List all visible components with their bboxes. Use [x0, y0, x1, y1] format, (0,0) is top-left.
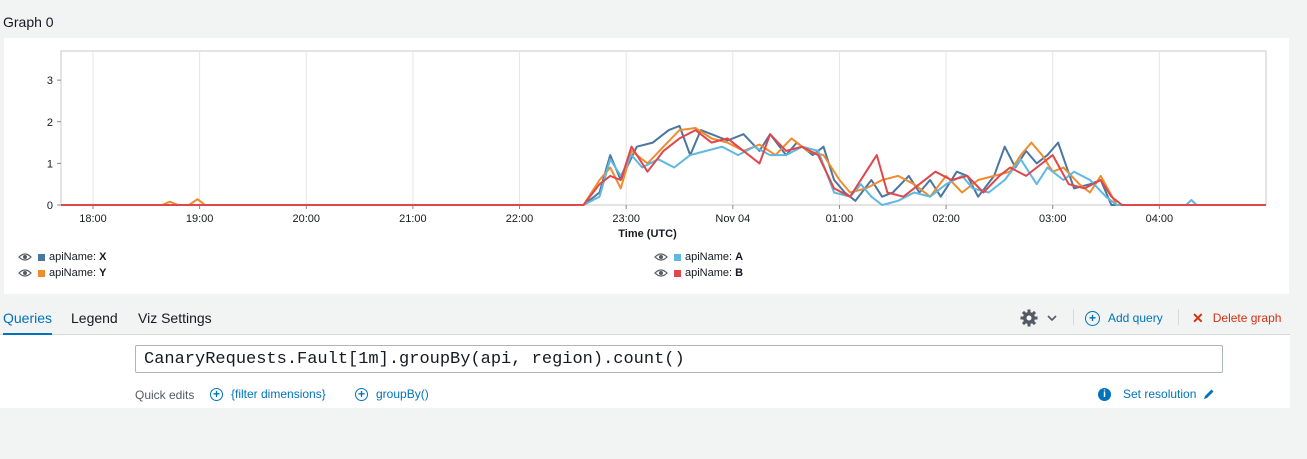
series-line-b: [61, 129, 1266, 206]
x-tick-label: 23:00: [612, 213, 640, 225]
pencil-icon: [1204, 389, 1214, 399]
y-tick-label: 0: [47, 200, 53, 212]
tab-viz-settings[interactable]: Viz Settings: [138, 310, 212, 326]
add-query-label: Add query: [1108, 311, 1163, 325]
legend-item-x[interactable]: apiName: X: [18, 249, 106, 265]
set-resolution-button[interactable]: i Set resolution: [1098, 387, 1215, 401]
x-tick-label: 03:00: [1039, 213, 1067, 225]
add-circle-icon: +: [1085, 310, 1100, 326]
toolbar-divider: [1178, 309, 1179, 325]
add-circle-icon: +: [210, 387, 223, 401]
add-circle-icon: +: [355, 387, 368, 401]
legend-key: apiName:: [49, 267, 97, 279]
eye-icon[interactable]: [18, 252, 32, 262]
x-tick-label: 18:00: [79, 213, 107, 225]
x-tick-label: 19:00: [186, 213, 214, 225]
set-resolution-label: Set resolution: [1123, 387, 1197, 401]
plot-frame: [60, 50, 1267, 206]
filter-dimensions-button[interactable]: + {filter dimensions}: [210, 387, 326, 401]
legend-item-b[interactable]: apiName: B: [654, 265, 743, 281]
chevron-down-icon[interactable]: [1046, 312, 1058, 324]
tab-bar: Queries Legend Viz Settings: [0, 300, 1290, 335]
series-line-a: [61, 145, 1266, 206]
x-tick-label: 22:00: [506, 213, 534, 225]
group-by-button[interactable]: + groupBy(): [355, 387, 429, 401]
y-tick-label: 3: [47, 75, 53, 87]
legend-item-a[interactable]: apiName: A: [654, 249, 743, 265]
filter-dimensions-label: {filter dimensions}: [231, 387, 326, 401]
x-tick-label: 20:00: [292, 213, 320, 225]
x-axis-label: Time (UTC): [618, 228, 677, 240]
tab-legend[interactable]: Legend: [71, 310, 118, 326]
tab-queries[interactable]: Queries: [3, 310, 53, 335]
eye-icon[interactable]: [654, 252, 668, 262]
legend-item-y[interactable]: apiName: Y: [18, 265, 106, 281]
x-tick-label: 21:00: [399, 213, 427, 225]
toolbar-divider: [1073, 309, 1074, 325]
settings-menu[interactable]: [1019, 308, 1058, 328]
gear-icon[interactable]: [1019, 308, 1039, 328]
x-tick-label: Nov 04: [715, 213, 750, 225]
legend-value: B: [735, 267, 744, 279]
x-tick-label: 04:00: [1146, 213, 1174, 225]
info-icon: i: [1098, 387, 1111, 401]
quick-edits-label: Quick edits: [135, 388, 195, 402]
line-chart: 18:00 19:00 20:00 21:00 22:00 23:00 Nov 04 01:0…: [47, 50, 1267, 240]
group-by-label: groupBy(): [376, 387, 429, 401]
legend-swatch: [674, 269, 681, 277]
legend-key: apiName:: [49, 251, 97, 263]
legend-value: A: [735, 251, 744, 263]
legend-swatch: [674, 253, 681, 261]
delete-graph-button[interactable]: ✕ Delete graph: [1192, 308, 1281, 328]
legend-value: X: [99, 251, 107, 263]
graph-title: Graph 0: [3, 14, 54, 30]
close-icon: ✕: [1192, 309, 1204, 326]
series-line-x: [61, 124, 1266, 206]
query-input[interactable]: CanaryRequests.Fault[1m].groupBy(api, re…: [135, 345, 1223, 373]
y-tick-label: 1: [47, 158, 53, 170]
legend-swatch: [38, 253, 45, 261]
legend-key: apiName:: [685, 267, 733, 279]
x-tick-label: 02:00: [932, 213, 960, 225]
delete-graph-label: Delete graph: [1212, 311, 1282, 325]
x-tick-label: 01:00: [826, 213, 854, 225]
legend-value: Y: [99, 267, 107, 279]
legend-key: apiName:: [685, 251, 733, 263]
eye-icon[interactable]: [18, 268, 32, 278]
eye-icon[interactable]: [654, 268, 668, 278]
add-query-button[interactable]: + Add query: [1085, 308, 1163, 328]
legend-swatch: [38, 269, 45, 277]
chart-panel: 18:00 19:00 20:00 21:00 22:00 23:00 Nov 04 01:0…: [4, 38, 1289, 294]
y-tick-label: 2: [47, 117, 53, 129]
series-line-y: [61, 127, 1266, 206]
